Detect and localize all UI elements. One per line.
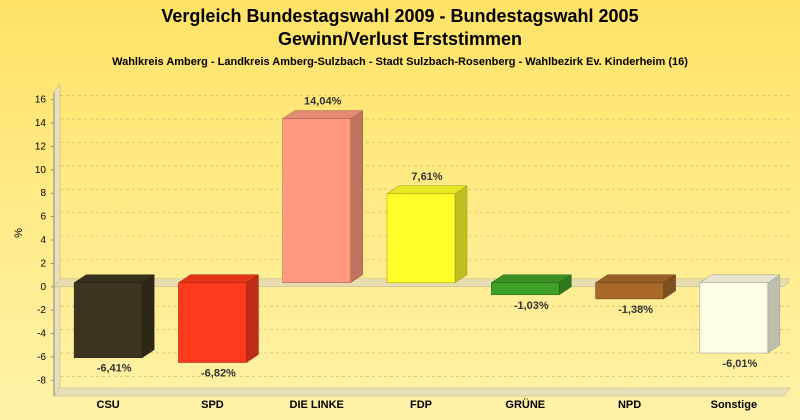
y-tick-label: 10 [35, 165, 47, 176]
y-tick-label: -2 [37, 305, 46, 316]
y-tick-label: -8 [37, 375, 46, 386]
bar-top [386, 185, 468, 195]
bar-top [177, 274, 260, 284]
value-label: 14,04% [304, 96, 342, 108]
plot-area: 16 14 12 10 8 6 4 2 0 -2 -4 -6 -8 -6,41% CSU -6,82% SPD 1… [35, 83, 791, 411]
y-tick-label: 16 [35, 95, 47, 106]
chart-title: Vergleich Bundestagswahl 2009 - Bundesta… [161, 6, 638, 26]
y-tick-label: -6 [37, 352, 46, 363]
category-label: NPD [618, 399, 641, 411]
bar-side [454, 185, 468, 284]
y-tick-label: 2 [40, 258, 46, 269]
y-tick-label: 0 [40, 282, 46, 293]
bar-side [141, 274, 155, 359]
plot-side-wall [53, 83, 61, 397]
value-label: 7,61% [411, 171, 442, 183]
bar-top [594, 274, 677, 284]
bar-top [281, 110, 364, 119]
bar-side [350, 110, 363, 284]
bar-gr-ne [491, 282, 560, 296]
value-label: -6,41% [97, 363, 132, 375]
category-label: FDP [410, 399, 432, 411]
category-label: CSU [97, 399, 120, 411]
category-label: Sonstige [711, 399, 757, 411]
bar-fdp [386, 193, 456, 284]
bar-side [246, 274, 259, 363]
bar-top [73, 274, 155, 284]
y-tick-label: 12 [35, 141, 47, 152]
chart-subtitle: Wahlkreis Amberg - Landkreis Amberg-Sulz… [112, 56, 688, 68]
plot-floor [53, 387, 791, 397]
bar-die-linke [282, 118, 351, 284]
y-axis-label: % [13, 228, 25, 238]
bar-spd [178, 282, 247, 363]
bar-npd [595, 282, 664, 300]
bar-sonstige [699, 282, 769, 354]
category-label: SPD [201, 399, 224, 411]
category-label: GRÜNE [505, 398, 545, 411]
value-label: -1,38% [618, 304, 653, 316]
y-tick-label: 8 [40, 188, 46, 199]
value-label: -6,01% [722, 358, 757, 370]
bar-csu [73, 282, 143, 358]
y-tick-label: 6 [40, 212, 46, 223]
bar-top [699, 274, 781, 284]
bar-top [490, 274, 573, 284]
bar-side [767, 274, 781, 354]
value-label: -1,03% [514, 300, 549, 312]
y-tick-label: 14 [35, 118, 47, 129]
category-label: DIE LINKE [290, 399, 344, 411]
chart-title-line2: Gewinn/Verlust Erststimmen [278, 29, 522, 49]
value-label: -6,82% [201, 368, 236, 380]
y-tick-label: -4 [37, 329, 46, 340]
y-tick-label: 4 [40, 235, 46, 246]
